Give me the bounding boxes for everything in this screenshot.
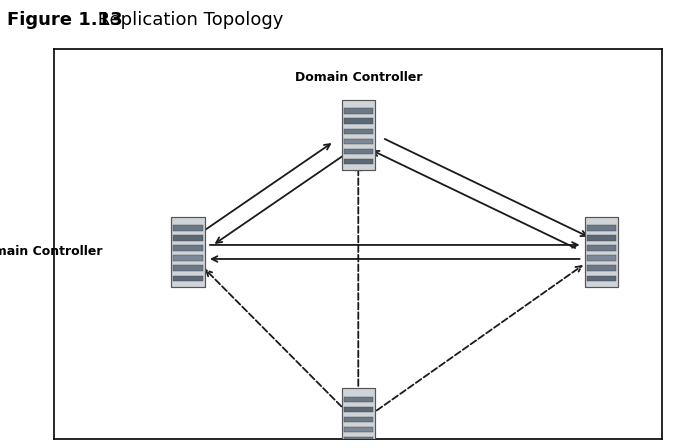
Bar: [173, 225, 203, 231]
Bar: [341, 100, 375, 170]
Bar: [341, 388, 375, 448]
Bar: [343, 447, 373, 448]
Bar: [587, 266, 617, 271]
Bar: [343, 159, 373, 164]
Text: Replication Topology: Replication Topology: [92, 11, 284, 29]
Bar: [171, 217, 205, 287]
Bar: [173, 266, 203, 271]
Bar: [343, 108, 373, 114]
Bar: [173, 255, 203, 261]
Text: Figure 1.13: Figure 1.13: [7, 11, 122, 29]
Bar: [171, 217, 205, 287]
Bar: [173, 276, 203, 281]
Bar: [585, 217, 619, 287]
Bar: [343, 118, 373, 124]
Bar: [587, 276, 617, 281]
Bar: [343, 437, 373, 443]
Text: Domain Controller: Domain Controller: [295, 71, 422, 84]
Bar: [585, 217, 619, 287]
Bar: [343, 397, 373, 402]
Bar: [173, 235, 203, 241]
Bar: [341, 388, 375, 448]
Bar: [343, 417, 373, 422]
Bar: [343, 129, 373, 134]
Bar: [341, 100, 375, 170]
Bar: [587, 246, 617, 251]
Text: Domain Controller: Domain Controller: [0, 246, 103, 258]
Bar: [343, 407, 373, 413]
Bar: [587, 235, 617, 241]
Bar: [587, 225, 617, 231]
Bar: [343, 149, 373, 154]
Bar: [173, 246, 203, 251]
Bar: [343, 427, 373, 432]
Bar: [587, 255, 617, 261]
Bar: [343, 138, 373, 144]
